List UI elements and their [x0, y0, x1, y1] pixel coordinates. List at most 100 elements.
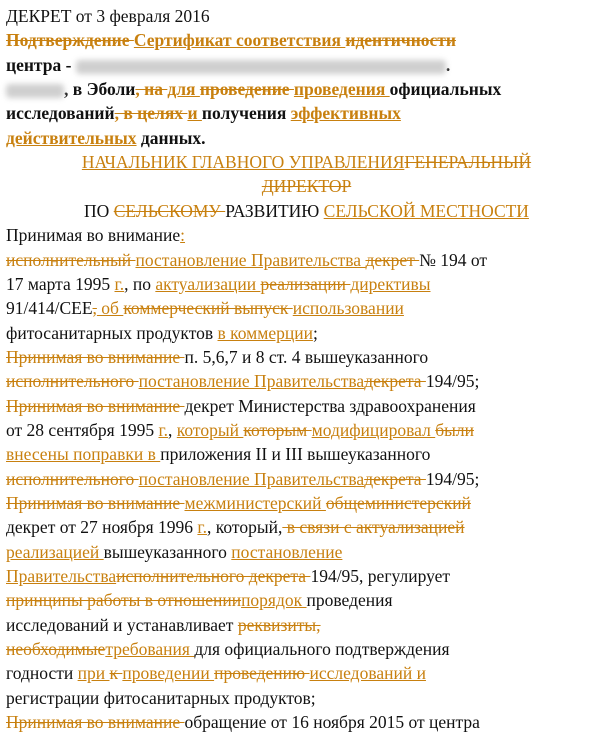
text-line: Правительстваисполнительного декрета 194… — [6, 564, 609, 588]
text-run: ; — [312, 322, 318, 343]
redacted-text — [75, 59, 446, 74]
inserted-text: постановление — [231, 541, 343, 562]
deleted-text: исполнительного — [6, 371, 139, 392]
inserted-text: об — [96, 298, 124, 319]
deleted-text: ДИРЕКТОР — [261, 176, 352, 197]
deleted-text: проведение — [199, 79, 294, 100]
text-line: исполнительного постановление Правительс… — [6, 369, 609, 393]
deleted-text: к — [109, 663, 123, 684]
deleted-text: Принимая во внимание — [6, 493, 185, 513]
text-run: 91/414/CEE — [6, 298, 93, 319]
text-line: Принимая во внимание межминистерский общ… — [6, 491, 609, 515]
inserted-text: СЕЛЬСКОЙ МЕСТНОСТИ — [323, 200, 529, 221]
text-line: исследований, в целях и получения эффект… — [6, 101, 609, 125]
text-run: . — [445, 54, 451, 75]
inserted-text: использовании — [292, 298, 404, 319]
text-run: от 28 сентября 1995 — [6, 419, 159, 440]
text-run: ПО — [84, 200, 114, 221]
deleted-text: Подтверждение — [6, 30, 134, 51]
inserted-text: действительных — [6, 127, 137, 148]
deleted-text: декрет — [365, 249, 420, 270]
text-line: реализацией вышеуказанного постановление — [6, 540, 609, 564]
text-line: декрет от 27 ноября 1996 г., который, в … — [6, 515, 609, 539]
inserted-text: постановление Правительства — [138, 468, 365, 489]
inserted-text: который — [176, 419, 244, 440]
deleted-text: необходимые — [6, 639, 106, 660]
text-line: от 28 сентября 1995 г., который которым … — [6, 418, 609, 442]
text-run: , который — [207, 517, 278, 538]
inserted-text: актуализации — [155, 273, 261, 294]
inserted-text: г. — [114, 273, 125, 294]
inserted-text: модифицировал — [311, 419, 436, 440]
deleted-text: декрета — [364, 371, 426, 392]
text-run: приложения II и III вышеуказанного — [160, 444, 431, 465]
inserted-text: г. — [197, 517, 208, 538]
deleted-text: общеминистерский — [325, 493, 471, 513]
inserted-text: реализацией — [6, 541, 104, 562]
text-run: 194/95; — [425, 468, 480, 489]
inserted-text: внесены поправки в — [6, 444, 161, 465]
text-line: , в Эболи, на для проведение проведения … — [6, 77, 609, 101]
inserted-text: НАЧАЛЬНИК ГЛАВНОГО УПРАВЛЕНИЯ — [81, 152, 405, 173]
inserted-text: проведении — [122, 663, 215, 684]
text-run: получения — [201, 103, 291, 124]
text-line: ПО СЕЛЬСКОМУ РАЗВИТИЮ СЕЛЬСКОЙ МЕСТНОСТИ — [0, 199, 613, 223]
inserted-text: при — [77, 663, 110, 684]
inserted-text: г. — [158, 419, 169, 440]
deleted-text: Принимая во внимание — [6, 346, 185, 367]
text-line: Принимая во внимание п. 5,6,7 и 8 ст. 4 … — [6, 345, 609, 369]
text-run: официальных — [389, 79, 502, 100]
text-run: обращение от 16 ноября 2015 от центра — [184, 712, 480, 733]
text-run: исследований и устанавливает — [6, 614, 238, 635]
text-run: , по — [124, 273, 156, 294]
text-line: 91/414/CEE, об коммерческий выпуск испол… — [6, 296, 609, 320]
deleted-text: в связи с — [282, 517, 356, 538]
deleted-text: СЕЛЬСКОМУ — [113, 200, 226, 221]
inserted-text: исследований и — [309, 663, 426, 684]
inserted-text: проведения — [293, 79, 390, 100]
inserted-text: эффективных — [290, 103, 401, 124]
text-run: центра - — [6, 54, 76, 75]
inserted-text: в коммерции — [217, 322, 313, 343]
inserted-text: Правительства — [6, 566, 117, 587]
text-line: 17 марта 1995 г., по актуализации реализ… — [6, 272, 609, 296]
inserted-text: порядок — [241, 590, 307, 611]
inserted-text: для — [167, 79, 200, 100]
text-run: , в Эболи — [64, 79, 136, 100]
inserted-text: постановление Правительства — [135, 249, 366, 270]
inserted-text: межминистерский — [184, 493, 326, 513]
text-run: годности — [6, 663, 78, 684]
deleted-text: исполнительного — [6, 468, 139, 489]
text-run: данных. — [136, 127, 206, 148]
text-line: исполнительный постановление Правительст… — [6, 248, 609, 272]
inserted-text: : — [180, 225, 185, 246]
deleted-text: коммерческий выпуск — [123, 298, 293, 319]
text-line: необходимыетребования для официального п… — [6, 637, 609, 661]
text-line: фитосанитарных продуктов в коммерции; — [6, 321, 609, 345]
text-run: 194/95, регулирует — [310, 566, 451, 587]
text-run: , — [168, 419, 177, 440]
text-line: исследований и устанавливает реквизиты, — [6, 613, 609, 637]
deleted-text: реквизиты, — [237, 614, 321, 635]
text-run: , — [277, 517, 283, 538]
text-line: Принимая во внимание декрет Министерства… — [6, 394, 609, 418]
deleted-text: реализации — [260, 273, 351, 294]
deleted-text: , в целях — [114, 103, 188, 124]
text-run: регистрации фитосанитарных продуктов; — [6, 687, 316, 708]
text-line: действительных данных. — [6, 126, 609, 150]
text-line: исполнительного постановление Правительс… — [6, 467, 609, 491]
text-line: ДИРЕКТОР — [0, 174, 613, 198]
text-line: принципы работы в отношениипорядок прове… — [6, 588, 609, 612]
inserted-text: и — [187, 103, 202, 124]
deleted-text: декрета — [364, 468, 426, 489]
text-run: проведения — [306, 590, 393, 611]
text-run: декрет Министерства здравоохранения — [184, 395, 476, 416]
deleted-text: принципы работы в отношении — [6, 590, 242, 611]
deleted-text: которым — [243, 419, 312, 440]
text-run: № 194 от — [419, 249, 488, 270]
deleted-text: проведению — [214, 663, 310, 684]
deleted-text: исполнительного декрета — [116, 566, 311, 587]
text-line: Принимая во внимание обращение от 16 ноя… — [6, 710, 609, 734]
text-run: исследований — [6, 103, 115, 124]
text-run: 17 марта 1995 — [6, 273, 115, 294]
